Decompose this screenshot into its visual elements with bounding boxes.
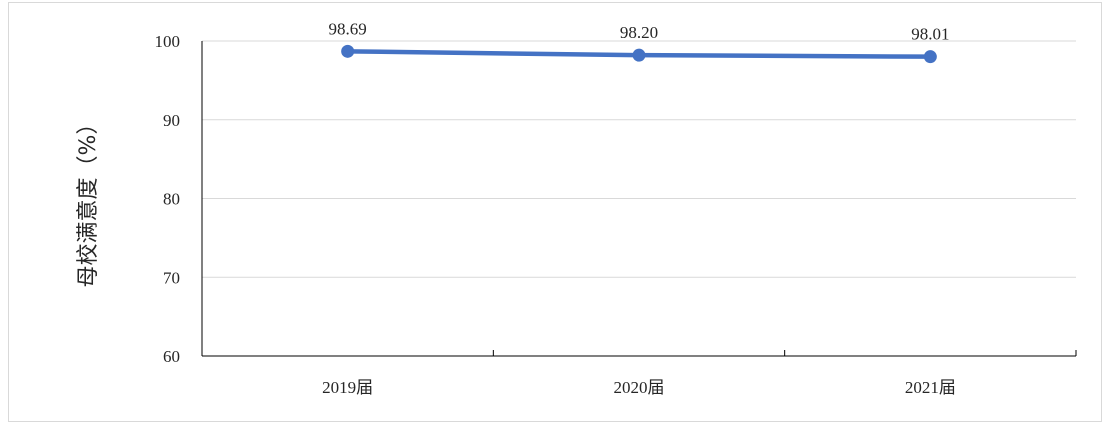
x-tick-label: 2020届 (614, 378, 665, 397)
gridlines (202, 40, 1076, 278)
data-label: 98.69 (329, 19, 367, 38)
x-tick-label: 2021届 (905, 378, 956, 397)
y-tick-label: 60 (163, 347, 180, 366)
chart-frame (8, 2, 1102, 422)
x-tick-label: 2019届 (322, 378, 373, 397)
axes (201, 41, 1077, 357)
data-label: 98.01 (911, 25, 949, 44)
y-tick-label: 70 (163, 268, 180, 287)
y-tick-label: 80 (163, 190, 180, 209)
data-point (341, 44, 355, 58)
data-points (341, 44, 937, 64)
y-tick-labels: 60 70 80 90 100 (155, 32, 181, 366)
x-tick-labels: 2019届 2020届 2021届 (322, 378, 956, 397)
data-labels: 98.69 98.20 98.01 (329, 19, 950, 43)
data-point (632, 48, 646, 62)
y-tick-label: 90 (163, 111, 180, 130)
y-tick-label: 100 (155, 32, 181, 51)
data-point (923, 50, 937, 64)
y-axis-title: 母校满意度（%） (76, 113, 101, 288)
data-label: 98.20 (620, 23, 658, 42)
